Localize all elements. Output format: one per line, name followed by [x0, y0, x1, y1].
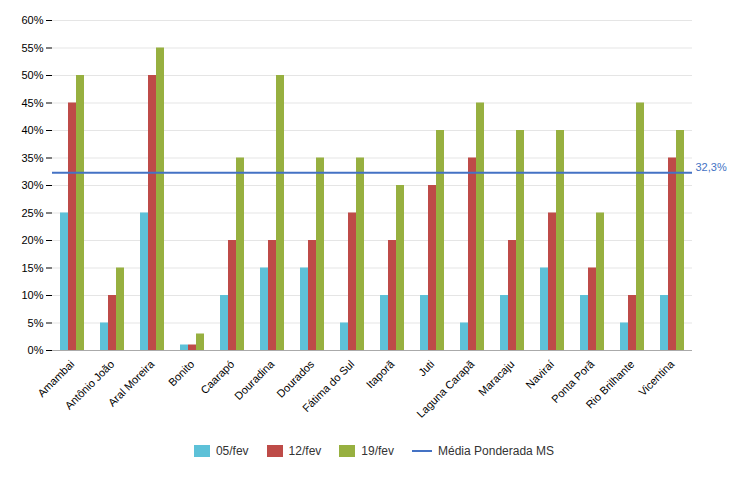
svg-text:Dourados: Dourados [274, 357, 317, 400]
svg-text:32,3%: 32,3% [696, 161, 727, 173]
svg-text:60%: 60% [21, 14, 43, 26]
svg-text:Laguna Carapã: Laguna Carapã [414, 357, 477, 420]
svg-text:5%: 5% [28, 317, 44, 329]
svg-text:40%: 40% [21, 124, 43, 136]
svg-text:50%: 50% [21, 69, 43, 81]
svg-text:20%: 20% [21, 234, 43, 246]
svg-text:Bonito: Bonito [166, 358, 197, 389]
svg-text:55%: 55% [21, 42, 43, 54]
svg-text:Juti: Juti [416, 358, 437, 379]
html-text:12/fev: 12/fev [288, 444, 322, 458]
svg-text:45%: 45% [21, 97, 43, 109]
html-text:Média Ponderada MS: Média Ponderada MS [438, 444, 555, 458]
svg-text:Rio Brilhante: Rio Brilhante [583, 358, 636, 411]
svg-text:15%: 15% [21, 262, 43, 274]
html-text:19/fev: 19/fev [361, 444, 394, 458]
svg-text:Aral Moreira: Aral Moreira [106, 357, 157, 408]
svg-text:Maracaju: Maracaju [476, 358, 516, 398]
svg-text:Antônio João: Antônio João [62, 357, 117, 412]
svg-text:Amambai: Amambai [35, 358, 76, 399]
svg-text:Caarapó: Caarapó [198, 358, 236, 396]
svg-text:Fátima do Sul: Fátima do Sul [300, 358, 356, 414]
svg-text:35%: 35% [21, 152, 43, 164]
svg-text:Naviraí: Naviraí [523, 358, 556, 391]
svg-text:30%: 30% [21, 179, 43, 191]
svg-text:Itaporã: Itaporã [364, 357, 397, 390]
svg-text:10%: 10% [21, 289, 43, 301]
svg-text:Douradina: Douradina [232, 357, 277, 402]
svg-text:25%: 25% [21, 207, 43, 219]
svg-text:Vicentina: Vicentina [636, 357, 677, 398]
svg-text:0%: 0% [28, 344, 44, 356]
svg-text:Ponta Porã: Ponta Porã [549, 357, 597, 406]
html-text:05/fev: 05/fev [215, 444, 249, 458]
